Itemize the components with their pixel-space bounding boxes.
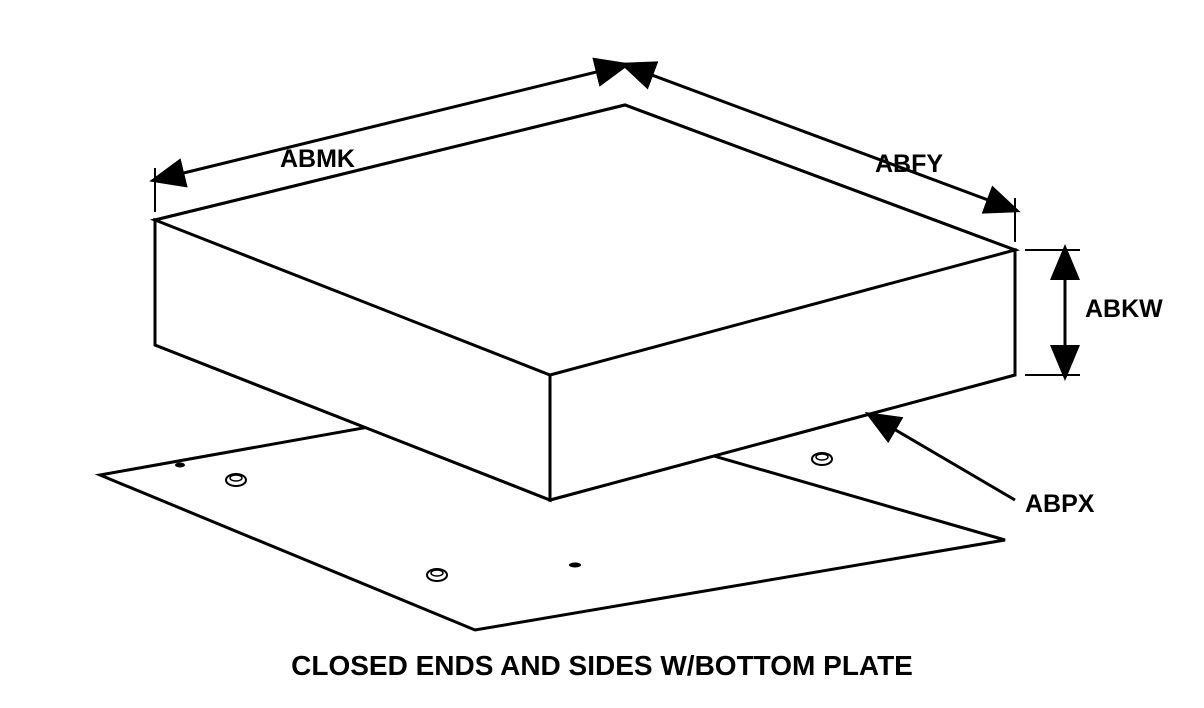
- plate-hole: [427, 569, 447, 581]
- leader-material: [870, 415, 1015, 500]
- label-length: ABMK: [280, 145, 355, 174]
- diagram-svg: [0, 0, 1204, 708]
- plate-hole: [812, 453, 832, 465]
- label-material: ABPX: [1025, 490, 1094, 519]
- label-height: ABKW: [1085, 295, 1163, 324]
- plate-hole: [226, 474, 246, 486]
- label-width: ABFY: [875, 150, 943, 179]
- plate-hole-small: [175, 463, 185, 468]
- diagram-caption: CLOSED ENDS AND SIDES W/BOTTOM PLATE: [0, 650, 1204, 682]
- technical-diagram: ABMK ABFY ABKW ABPX CLOSED ENDS AND SIDE…: [0, 0, 1204, 708]
- plate-hole-small: [569, 563, 581, 568]
